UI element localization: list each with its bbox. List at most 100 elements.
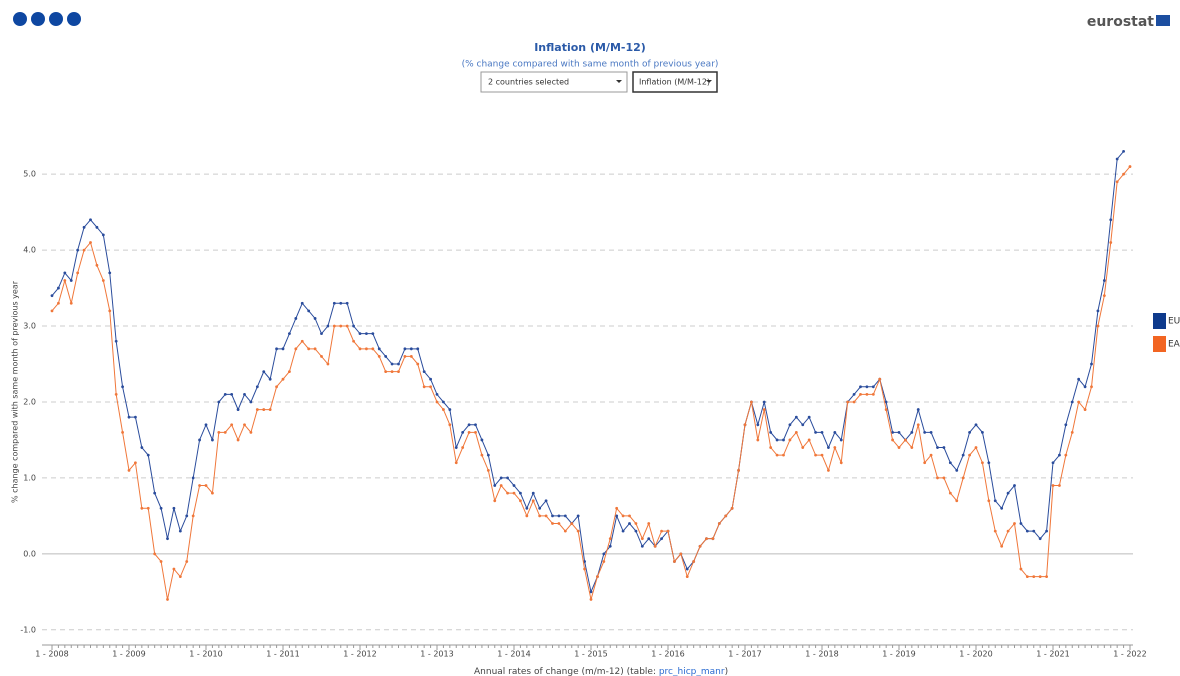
data-point — [692, 560, 696, 563]
data-point — [281, 347, 285, 351]
twitter-icon[interactable] — [49, 12, 63, 26]
data-point — [884, 408, 888, 411]
data-point — [429, 385, 432, 389]
data-point — [1077, 400, 1081, 404]
y-tick-label: 0.0 — [23, 549, 36, 558]
data-point — [942, 476, 946, 480]
data-point — [974, 423, 978, 427]
data-point — [628, 514, 631, 518]
data-point — [852, 400, 856, 404]
data-point — [377, 347, 381, 351]
y-tick-label: 4.0 — [23, 246, 36, 255]
data-point — [1025, 575, 1029, 579]
data-point — [108, 309, 112, 313]
y-tick-label: 1.0 — [23, 473, 36, 482]
data-point — [762, 408, 766, 411]
data-point — [268, 408, 272, 411]
data-point — [178, 529, 182, 533]
data-point — [936, 476, 939, 480]
legend-label: EA — [1168, 340, 1180, 350]
data-point — [454, 461, 458, 465]
data-point — [615, 506, 619, 510]
share-icons[interactable] — [13, 12, 81, 26]
x-tick-label: 1 - 2022 — [1113, 650, 1146, 659]
data-point — [294, 317, 298, 320]
data-point — [159, 506, 163, 510]
data-point — [936, 446, 939, 449]
x-tick-label: 1 - 2010 — [189, 650, 222, 659]
data-point — [871, 392, 875, 396]
data-point — [178, 575, 182, 579]
data-point — [602, 552, 606, 556]
data-point — [628, 522, 631, 525]
data-point — [332, 301, 336, 305]
data-point — [486, 453, 490, 457]
data-point — [512, 491, 516, 495]
data-point — [172, 567, 176, 571]
series-line — [51, 166, 1131, 600]
data-point — [538, 514, 542, 518]
data-point — [653, 544, 657, 548]
data-point — [146, 453, 150, 457]
data-point — [262, 370, 266, 374]
info-icon[interactable] — [13, 12, 27, 26]
data-point — [249, 400, 253, 404]
data-point — [320, 332, 323, 336]
x-tick-label: 1 - 2008 — [35, 650, 68, 659]
data-point — [1038, 575, 1042, 579]
data-point — [1000, 544, 1004, 548]
data-point — [762, 400, 766, 404]
country-dropdown[interactable] — [480, 71, 628, 93]
indicator-dropdown[interactable] — [632, 71, 718, 93]
data-point — [114, 392, 118, 396]
data-point — [647, 522, 651, 525]
data-point — [519, 491, 522, 495]
data-point — [153, 491, 157, 495]
data-point — [794, 430, 798, 434]
data-point — [89, 241, 92, 244]
data-point — [320, 355, 323, 358]
data-point — [583, 567, 586, 571]
data-point — [640, 537, 644, 541]
data-point — [294, 347, 298, 351]
data-point — [634, 529, 638, 533]
data-point — [499, 484, 503, 487]
data-point — [685, 567, 689, 571]
data-point — [422, 370, 426, 374]
data-point — [1013, 522, 1016, 525]
data-point — [134, 415, 137, 419]
data-point — [557, 522, 561, 525]
data-point — [833, 446, 837, 449]
y-tick-label: -1.0 — [20, 625, 36, 634]
footer-link[interactable]: prc_hicp_manr — [659, 667, 725, 676]
data-point — [50, 309, 54, 313]
data-point — [737, 468, 740, 472]
data-point — [987, 499, 991, 503]
footer-prefix: Annual rates of change (m/m-12) (table: — [474, 667, 659, 676]
logo: eurostat — [1087, 14, 1154, 30]
data-point — [756, 438, 760, 442]
data-point — [1013, 484, 1016, 487]
data-point — [127, 415, 131, 419]
data-point — [352, 324, 355, 328]
data-point — [794, 415, 798, 419]
data-point — [262, 408, 266, 411]
data-point — [486, 468, 490, 472]
data-point — [108, 271, 112, 275]
data-point — [673, 560, 676, 563]
data-point — [499, 476, 503, 480]
data-point — [987, 461, 991, 465]
embed-icon[interactable] — [31, 12, 45, 26]
data-point — [275, 347, 278, 351]
data-point — [397, 370, 400, 374]
data-point — [416, 362, 420, 366]
data-point — [243, 392, 246, 396]
data-point — [101, 279, 105, 282]
data-point — [95, 225, 99, 229]
data-point — [1025, 529, 1029, 533]
data-point — [288, 332, 291, 336]
data-point — [159, 560, 163, 563]
country-dropdown-label: 2 countries selected — [488, 78, 569, 87]
facebook-icon[interactable] — [67, 12, 81, 26]
